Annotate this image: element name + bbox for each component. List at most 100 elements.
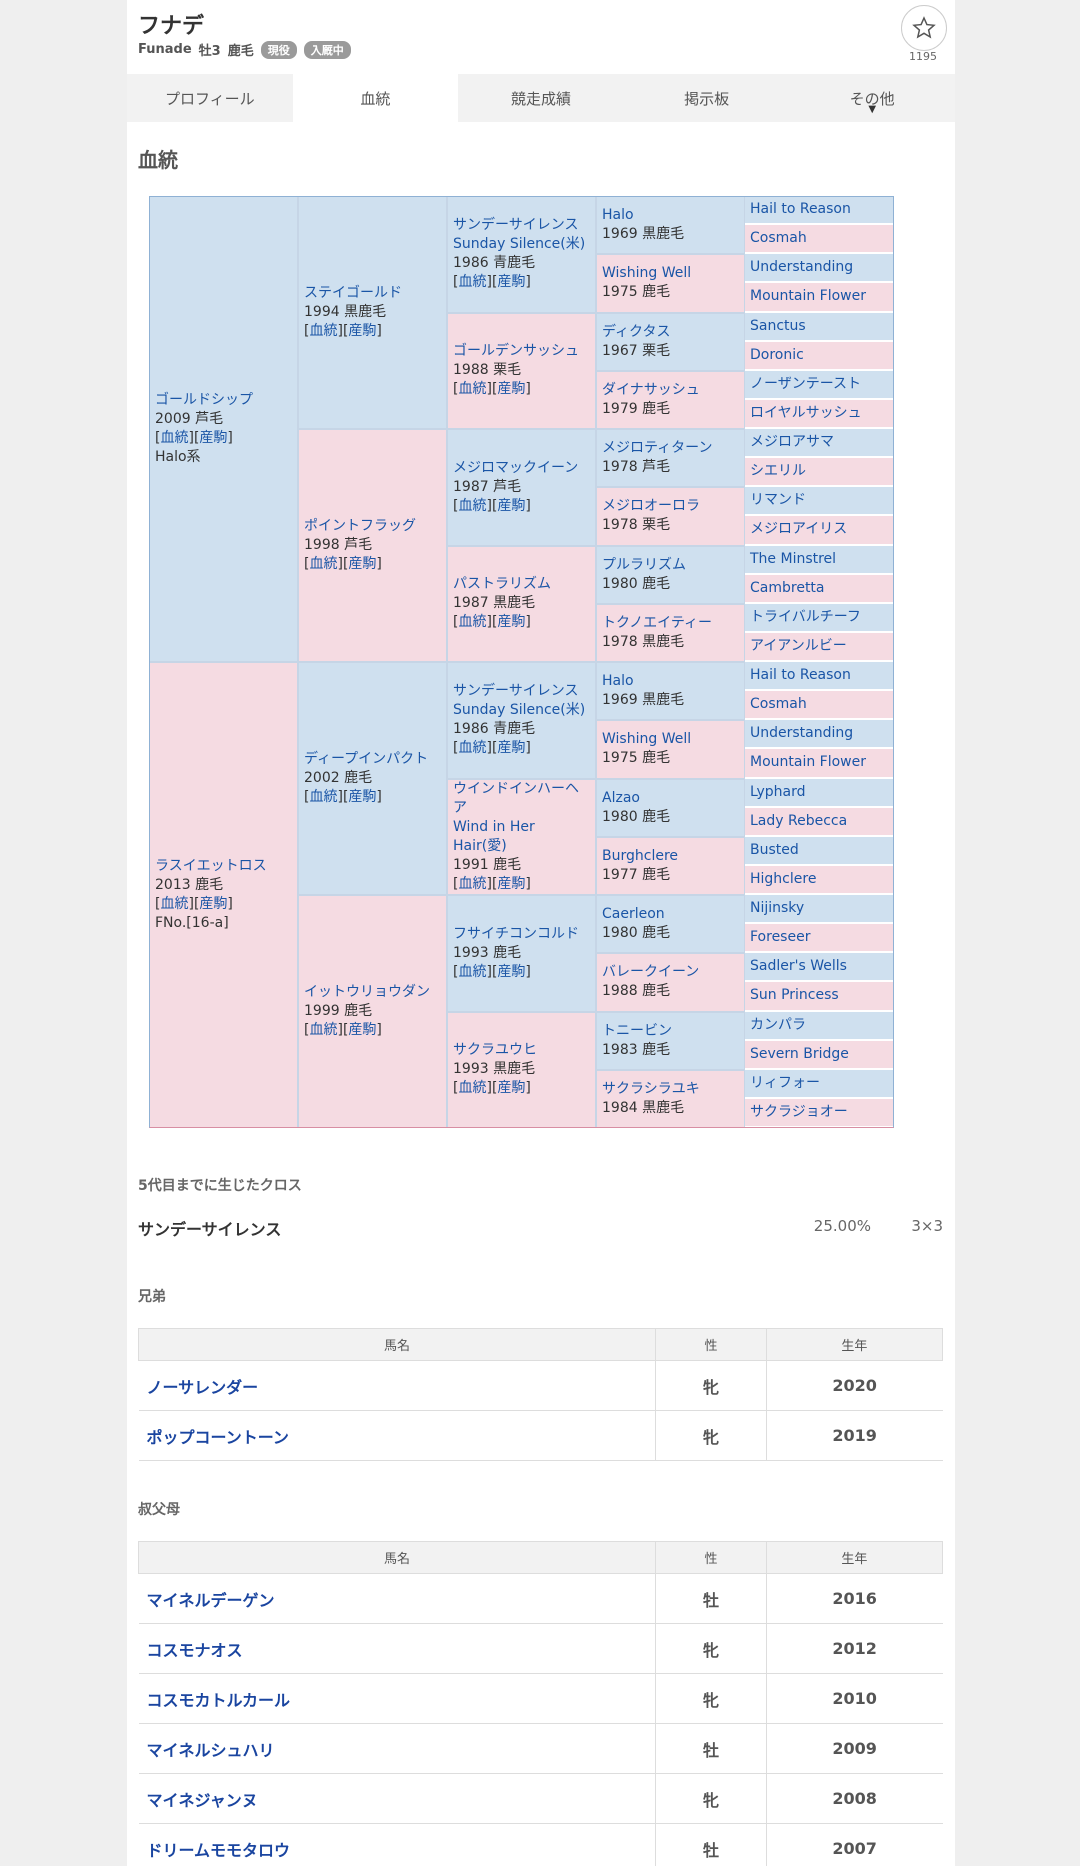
horse-name[interactable]: マイネルデーゲン <box>138 1573 656 1624</box>
horse-name[interactable]: Cosmah <box>750 230 807 247</box>
link[interactable]: 血統 <box>458 614 487 631</box>
horse-name[interactable]: メジロマックイーン <box>453 459 579 476</box>
horse-name[interactable]: Cambretta <box>750 579 825 596</box>
horse-name[interactable]: Cosmah <box>750 696 807 713</box>
horse-name[interactable]: トライバルチーフ <box>750 608 861 625</box>
horse-name[interactable]: トクノエイティー <box>602 614 713 631</box>
horse-name[interactable]: Understanding <box>750 725 854 742</box>
horse-name[interactable]: イットウリョウダン <box>304 984 430 1000</box>
horse-name[interactable]: メジロティターン <box>602 440 713 457</box>
horse-name[interactable]: Busted <box>750 841 799 858</box>
horse-name[interactable]: ノーザンテースト <box>750 375 862 392</box>
tab[interactable]: 血統 <box>292 74 459 122</box>
horse-name[interactable]: ラスイエットロス <box>155 858 267 874</box>
horse-name[interactable]: Nijinsky <box>750 900 805 917</box>
link[interactable]: 産駒 <box>497 875 526 892</box>
horse-name[interactable]: フサイチコンコルド <box>453 925 579 942</box>
link[interactable]: 産駒 <box>497 497 526 514</box>
horse-name[interactable]: ポイントフラッグ <box>304 518 416 534</box>
horse-name[interactable]: プルラリズム <box>602 556 686 573</box>
horse-name[interactable]: バレークイーン <box>602 964 700 981</box>
horse-name[interactable]: Wishing Well <box>602 265 692 282</box>
link[interactable]: 血統 <box>458 875 487 892</box>
horse-name[interactable]: Severn Bridge <box>750 1045 849 1062</box>
horse-name[interactable]: Hail to Reason <box>750 201 851 218</box>
link[interactable]: 産駒 <box>199 896 228 912</box>
horse-name[interactable]: メジロオーロラ <box>602 498 700 515</box>
horse-name[interactable]: Highclere <box>750 870 817 887</box>
horse-name[interactable]: パストラリズム <box>453 576 551 593</box>
horse-name[interactable]: リィフォー <box>750 1074 820 1091</box>
link[interactable]: 産駒 <box>497 274 526 291</box>
horse-name[interactable]: マイネルシュハリ <box>138 1723 656 1774</box>
horse-name[interactable]: Mountain Flower <box>750 754 866 771</box>
horse-name[interactable]: Doronic <box>750 346 804 363</box>
link[interactable]: 血統 <box>458 497 487 514</box>
horse-name[interactable]: Sun Princess <box>750 987 839 1004</box>
horse-name[interactable]: メジロアイリス <box>750 521 848 538</box>
horse-name[interactable]: Halo <box>602 673 634 690</box>
horse-name[interactable]: ノーサレンダー <box>138 1360 656 1411</box>
horse-name[interactable]: ウインドインハーヘア <box>453 780 579 816</box>
horse-name[interactable]: Sanctus <box>750 317 806 334</box>
link[interactable]: 産駒 <box>497 614 526 631</box>
tab[interactable]: プロフィール <box>127 74 293 122</box>
link[interactable]: 血統 <box>309 1022 338 1038</box>
horse-name[interactable]: Hail to Reason <box>750 667 851 684</box>
horse-name[interactable]: ポップコーントーン <box>138 1410 656 1461</box>
link[interactable]: 血統 <box>309 556 338 572</box>
horse-name[interactable]: サクラシラユキ <box>602 1080 700 1097</box>
horse-name[interactable]: リマンド <box>750 492 806 509</box>
horse-name[interactable]: ロイヤルサッシュ <box>750 404 862 421</box>
link[interactable]: 血統 <box>309 789 338 805</box>
link[interactable]: 血統 <box>458 381 487 398</box>
link[interactable]: 産駒 <box>348 789 377 805</box>
link[interactable]: 産駒 <box>497 1080 526 1097</box>
horse-name[interactable]: Alzao <box>602 789 640 806</box>
tab[interactable]: 掲示板 <box>624 74 790 122</box>
link[interactable]: 産駒 <box>348 556 377 572</box>
horse-name-en[interactable]: Sunday Silence(米) <box>453 702 586 719</box>
horse-name[interactable]: アイアンルビー <box>750 637 847 654</box>
horse-name[interactable]: Burghclere <box>602 847 679 864</box>
link[interactable]: 産駒 <box>348 323 377 339</box>
link[interactable]: 産駒 <box>199 430 228 446</box>
link[interactable]: 血統 <box>458 1080 487 1097</box>
link[interactable]: 血統 <box>458 740 487 757</box>
horse-name[interactable]: Foreseer <box>750 929 811 946</box>
horse-name-en[interactable]: Sunday Silence(米) <box>453 236 586 253</box>
link[interactable]: 産駒 <box>497 963 526 980</box>
tab[interactable]: 競走成績 <box>458 74 624 122</box>
horse-name[interactable]: Lady Rebecca <box>750 812 848 829</box>
horse-name[interactable]: ゴールデンサッシュ <box>453 343 579 360</box>
horse-name[interactable]: カンパラ <box>750 1016 806 1033</box>
horse-name[interactable]: ゴールドシップ <box>155 392 253 408</box>
link[interactable]: 産駒 <box>497 740 526 757</box>
link[interactable]: 血統 <box>160 896 189 912</box>
horse-name[interactable]: コスモカトルカール <box>138 1673 656 1724</box>
horse-name[interactable]: Understanding <box>750 259 854 276</box>
horse-name[interactable]: Caerleon <box>602 906 665 923</box>
horse-name[interactable]: The Minstrel <box>750 550 837 567</box>
link[interactable]: 血統 <box>458 963 487 980</box>
link[interactable]: 産駒 <box>497 381 526 398</box>
horse-name[interactable]: マイネジャンヌ <box>138 1773 656 1824</box>
horse-name[interactable]: サンデーサイレンス <box>453 683 579 700</box>
horse-name-en[interactable]: Wind in Her Hair(愛) <box>453 818 535 854</box>
horse-name[interactable]: Lyphard <box>750 783 806 800</box>
horse-name[interactable]: シエリル <box>750 463 806 480</box>
horse-name[interactable]: Sadler's Wells <box>750 958 847 975</box>
horse-name[interactable]: ドリームモモタロウ <box>138 1823 656 1866</box>
link[interactable]: 産駒 <box>348 1022 377 1038</box>
horse-name[interactable]: サンデーサイレンス <box>453 217 579 234</box>
link[interactable]: 血統 <box>309 323 338 339</box>
horse-name[interactable]: Halo <box>602 207 634 224</box>
link[interactable]: 血統 <box>160 430 189 446</box>
tab[interactable]: その他 ▼ <box>789 74 955 122</box>
horse-name[interactable]: Mountain Flower <box>750 288 866 305</box>
horse-name[interactable]: ダイナサッシュ <box>602 381 700 398</box>
horse-name[interactable]: ディクタス <box>602 323 671 340</box>
horse-name[interactable]: ステイゴールド <box>304 285 402 301</box>
horse-name[interactable]: トニービン <box>602 1022 672 1039</box>
horse-name[interactable]: Wishing Well <box>602 731 692 748</box>
